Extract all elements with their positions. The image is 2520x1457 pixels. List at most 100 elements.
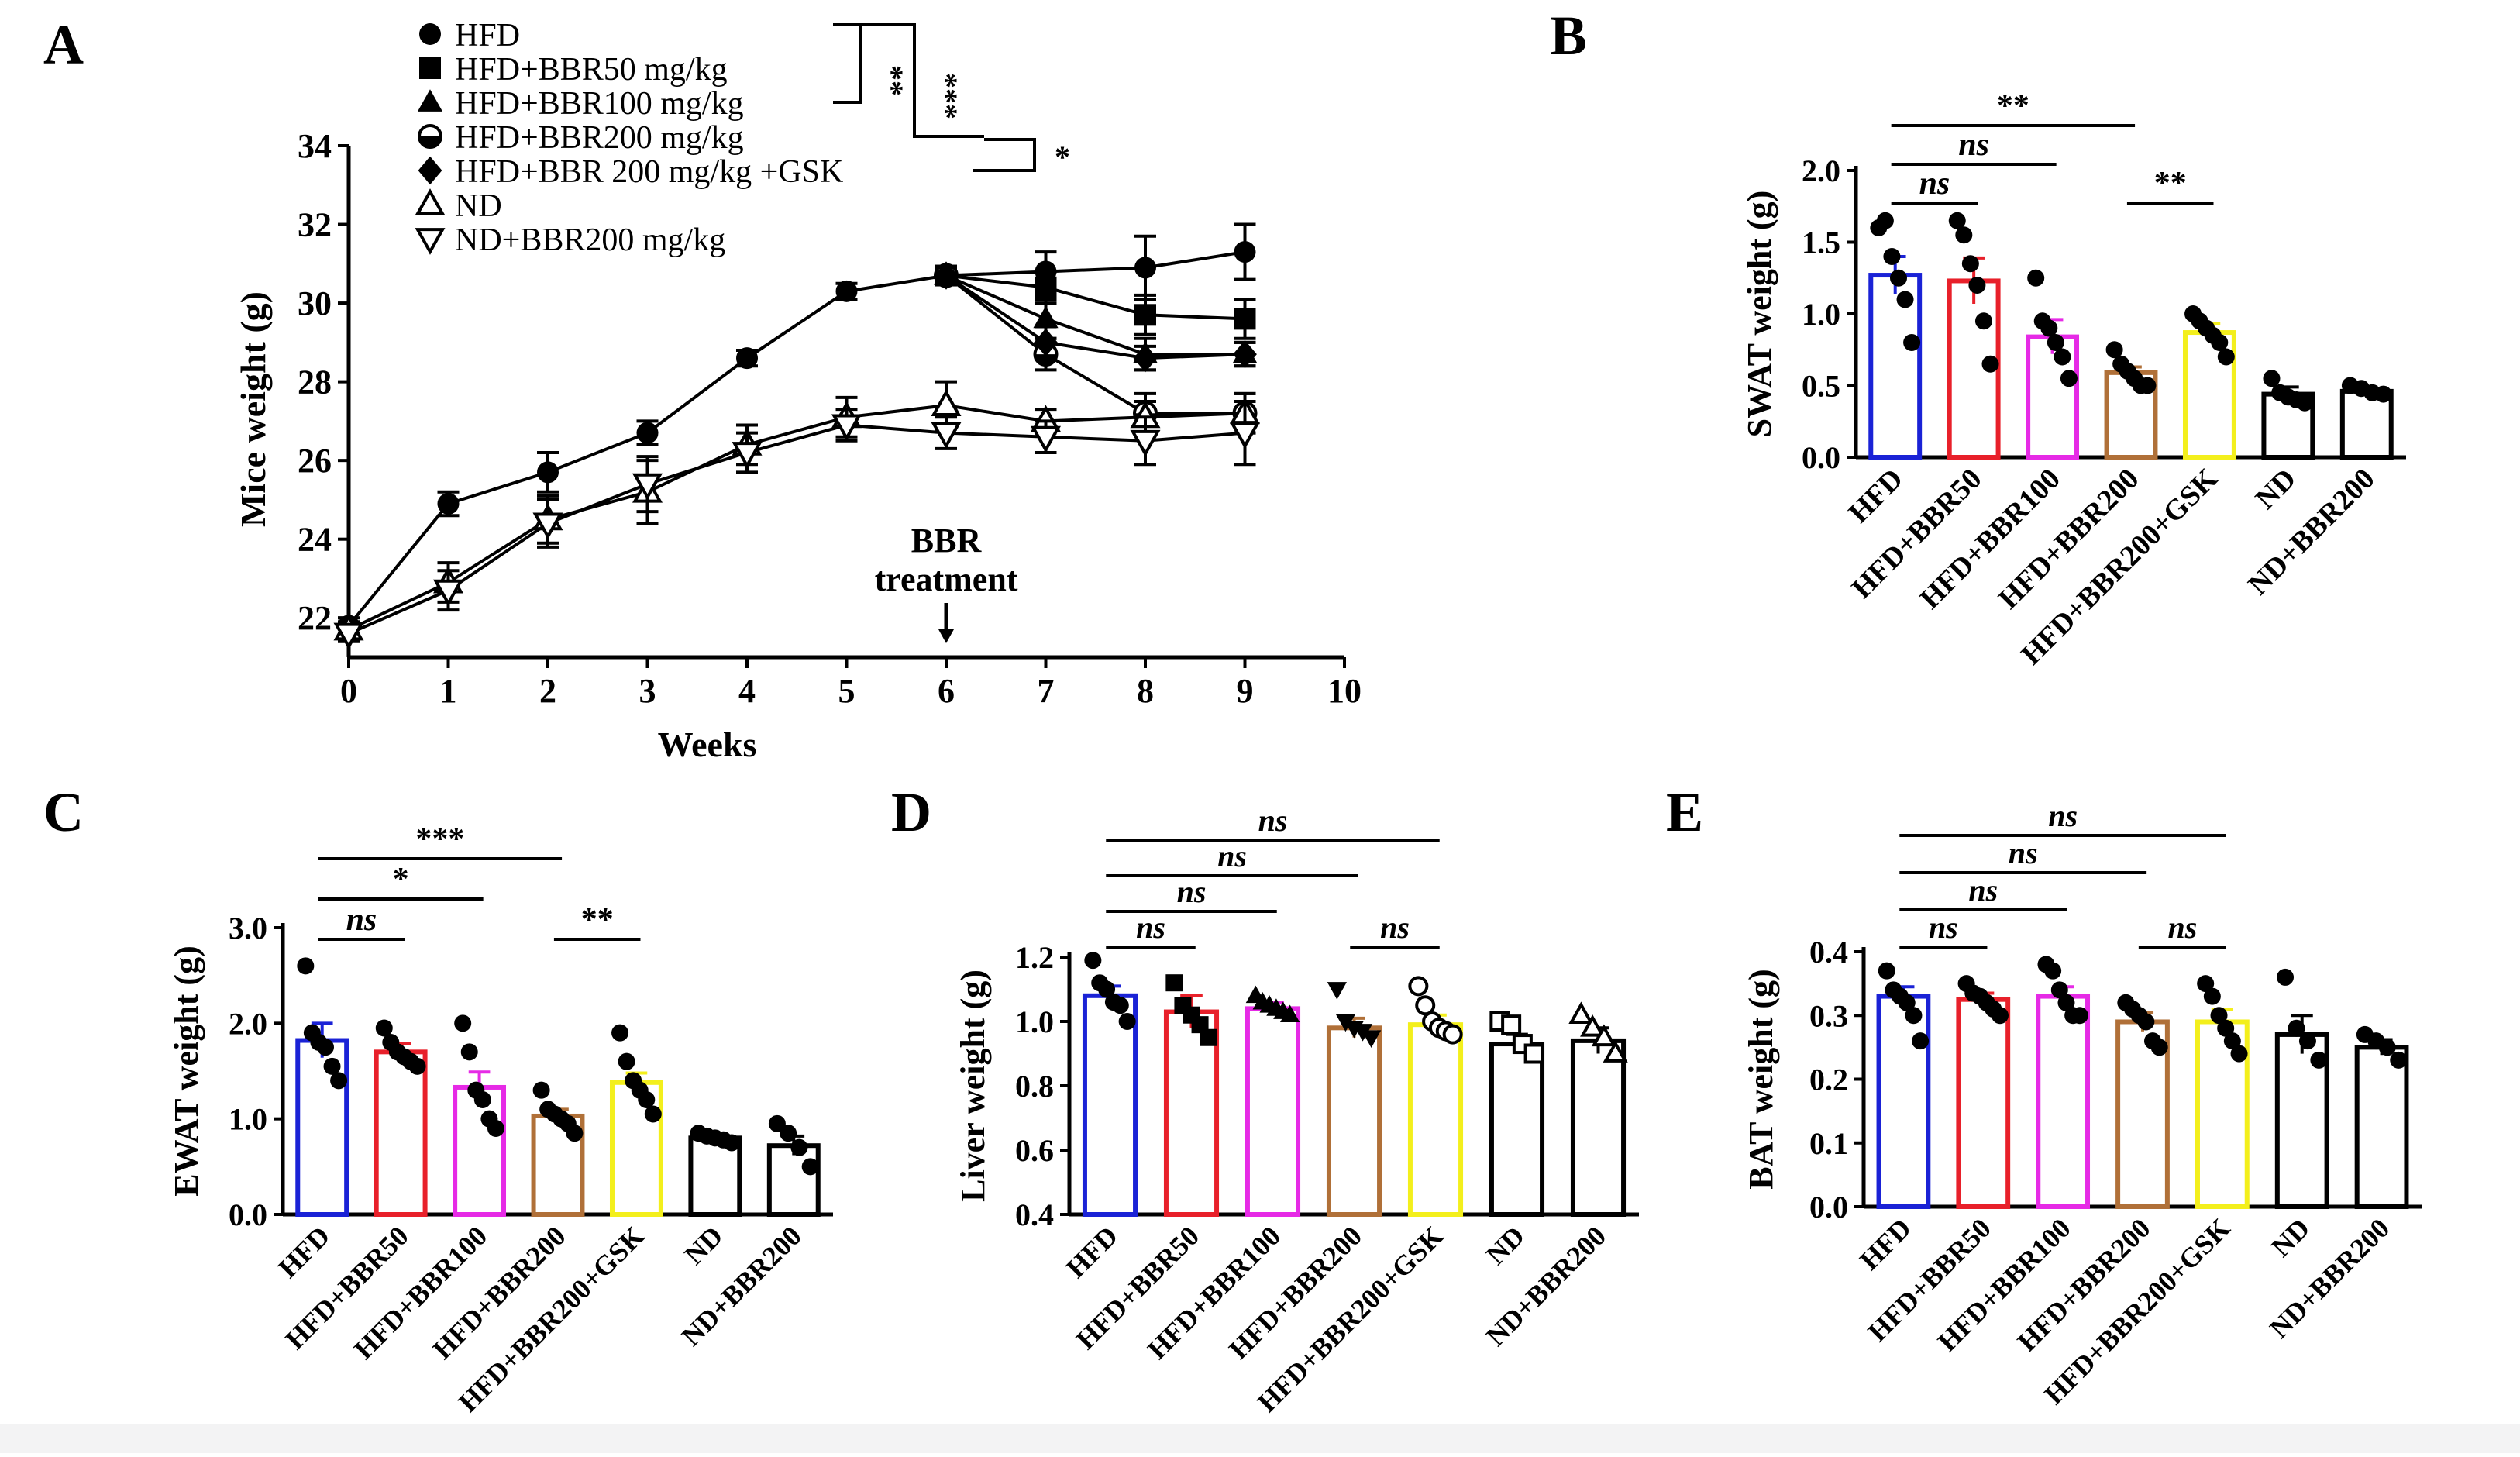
data-point — [1229, 422, 1261, 450]
data-point — [2217, 348, 2235, 366]
data-point — [2390, 1051, 2408, 1069]
data-point — [297, 957, 315, 975]
bar — [453, 1084, 507, 1218]
data-point — [2296, 394, 2314, 412]
data-point — [1912, 1032, 1930, 1050]
y-tick-label: 0.2 — [1809, 1063, 1848, 1097]
data-point — [1200, 1028, 1217, 1046]
y-tick-label: 22 — [298, 599, 332, 637]
legend-label: HFD — [455, 18, 520, 53]
bar — [1082, 993, 1138, 1218]
significance-label: ns — [1136, 910, 1165, 945]
data-point — [1279, 1004, 1300, 1023]
x-tick-label: 1 — [440, 672, 457, 710]
data-point — [454, 1014, 472, 1032]
bar — [766, 1143, 821, 1217]
legend-marker — [418, 124, 442, 149]
x-tick-label: 7 — [1038, 672, 1055, 710]
panel-letter-a: A — [43, 14, 84, 76]
data-point — [432, 579, 464, 607]
x-tick-label: HFD — [272, 1220, 336, 1283]
data-point — [1580, 1014, 1606, 1037]
y-axis-label: SWAT weight (g) — [1740, 191, 1778, 438]
x-tick-label: 6 — [938, 672, 955, 710]
data-point — [1033, 305, 1059, 329]
data-point — [1134, 257, 1156, 279]
data-point — [2047, 334, 2064, 351]
data-point — [736, 347, 758, 370]
significance-label: ns — [1929, 910, 1958, 945]
y-tick-label: 0.8 — [1015, 1069, 1054, 1104]
data-point — [1981, 355, 1999, 373]
x-tick-label: 0 — [340, 672, 357, 710]
treatment-annotation-line1: BBR — [911, 522, 983, 560]
significance-label: * — [1055, 140, 1070, 174]
data-point — [1134, 304, 1156, 326]
data-point — [2050, 981, 2068, 999]
bar — [2036, 994, 2091, 1209]
y-tick-label: 1.0 — [1015, 1004, 1054, 1039]
data-point — [487, 1120, 504, 1137]
y-tick-label: 0.6 — [1015, 1133, 1054, 1168]
data-point — [1889, 269, 1907, 287]
data-point — [931, 389, 962, 416]
significance-label: ** — [2154, 166, 2187, 202]
data-point — [1898, 994, 1916, 1011]
x-tick-label: ND — [2250, 463, 2303, 516]
data-point — [644, 1105, 662, 1123]
bar — [688, 1135, 742, 1218]
y-tick-label: 0.4 — [1015, 1197, 1054, 1232]
y-tick-label: 1.0 — [1802, 297, 1840, 332]
panel-letter-c: C — [43, 781, 84, 843]
y-tick-label: 2.0 — [229, 1006, 267, 1041]
y-tick-label: 1.2 — [1015, 940, 1054, 975]
data-point — [1415, 995, 1436, 1016]
data-point — [732, 442, 763, 469]
data-point — [2139, 377, 2157, 394]
y-axis-label: Mice weight (g) — [233, 291, 273, 527]
data-point — [330, 1072, 348, 1090]
legend-marker — [418, 156, 442, 185]
data-point — [1961, 255, 1979, 273]
data-point — [2071, 1007, 2088, 1025]
x-tick-label: HFD+BBR100 — [1914, 463, 2067, 615]
significance-label: * — [393, 862, 409, 897]
significance-bracket — [860, 23, 984, 138]
significance-label: ns — [1258, 803, 1288, 838]
y-tick-label: 0.0 — [1809, 1190, 1848, 1224]
data-point — [1568, 1001, 1594, 1025]
bar-group-nd: ND — [2265, 968, 2329, 1262]
bar — [1570, 1038, 1627, 1218]
significance-label: ns — [346, 902, 377, 938]
bar-group-hfd: HFD — [1060, 952, 1138, 1283]
data-point — [2374, 385, 2392, 403]
x-tick-label: 10 — [1327, 672, 1362, 710]
data-point — [1905, 1007, 1923, 1025]
data-point — [532, 1081, 550, 1099]
bar-group-hfd: HFD — [272, 957, 349, 1283]
y-tick-label: 30 — [298, 284, 332, 322]
significance-label: *** — [929, 73, 964, 119]
data-point — [1234, 308, 1256, 330]
bar — [374, 1049, 428, 1218]
data-point — [2230, 1045, 2248, 1063]
legend-label: ND — [455, 188, 502, 224]
bar — [1326, 1025, 1382, 1218]
data-point — [2044, 962, 2062, 980]
y-tick-label: 0.0 — [229, 1197, 267, 1232]
x-tick-label: 9 — [1237, 672, 1254, 710]
data-point — [2217, 1019, 2235, 1037]
y-tick-label: 1.0 — [229, 1102, 267, 1137]
x-tick-label: 2 — [539, 672, 556, 710]
data-point — [638, 1091, 656, 1108]
y-axis-label: BAT weight (g) — [1742, 969, 1780, 1189]
series-line — [945, 274, 1245, 356]
panel-letter-d: D — [891, 781, 931, 843]
y-tick-label: 3.0 — [229, 911, 267, 946]
data-point — [1118, 1013, 1136, 1030]
line-chart-series — [333, 222, 1261, 650]
data-point — [2288, 1019, 2305, 1037]
